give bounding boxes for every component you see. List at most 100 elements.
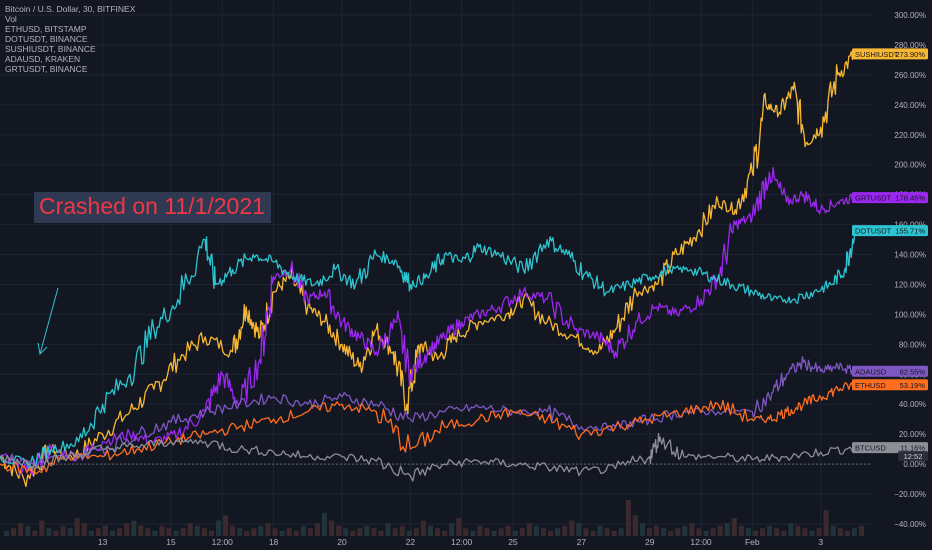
volume-bar-29 [208, 530, 214, 536]
volume-bar-33 [237, 528, 243, 536]
legend-item-grt[interactable]: GRTUSDT, BINANCE [5, 64, 88, 74]
volume-bar-61 [435, 528, 441, 536]
volume-bar-28 [201, 528, 207, 536]
legend-item-sushi[interactable]: SUSHIUSDT, BINANCE [5, 44, 96, 54]
volume-bar-11 [81, 523, 87, 536]
y-tick-label: −40.00% [894, 520, 926, 529]
volume-bar-117 [830, 525, 836, 536]
volume-bar-110 [781, 530, 787, 536]
legend-item-ada[interactable]: ADAUSD, KRAKEN [5, 54, 81, 64]
volume-bar-91 [646, 528, 653, 536]
y-tick-label: 280.00% [894, 41, 926, 50]
volume-bar-32 [230, 525, 236, 536]
volume-bar-65 [463, 528, 469, 536]
volume-bar-42 [300, 525, 306, 536]
value-label-btcusd: BTCUSD 11.16% [852, 442, 928, 454]
volume-bar-74 [526, 523, 532, 536]
volume-bar-98 [696, 528, 702, 536]
volume-bar-113 [802, 528, 808, 536]
volume-bar-106 [752, 530, 759, 536]
volume-bar-67 [477, 525, 483, 536]
volume-bar-105 [745, 528, 751, 536]
series-value-text: 178.46% [895, 194, 925, 203]
x-tick-label: 29 [645, 537, 655, 547]
volume-bar-46 [329, 520, 335, 536]
volume-bar-18 [131, 520, 137, 536]
series-name-text: SUSHIUSDT [855, 50, 899, 59]
value-label-dotusdt: DOTUSDT 155.71% [852, 225, 928, 237]
volume-bar-30 [215, 520, 222, 536]
volume-bar-99 [703, 530, 709, 536]
legend-item-btc[interactable]: Bitcoin / U.S. Dollar, 30, BITFINEX [5, 4, 136, 14]
volume-bar-48 [343, 528, 349, 536]
volume-bar-7 [53, 530, 59, 536]
series-value-text: 53.19% [900, 381, 926, 390]
y-tick-label: 140.00% [894, 251, 926, 260]
volume-bar-50 [357, 528, 363, 536]
crash-annotation[interactable]: Crashed on 11/1/2021 [34, 192, 271, 223]
volume-bar-39 [279, 530, 285, 536]
series-line-adausd[interactable] [0, 356, 856, 469]
volume-bar-121 [858, 525, 864, 536]
volume-bar-31 [223, 515, 229, 536]
volume-bar-2 [18, 523, 24, 536]
volume-bar-108 [767, 525, 773, 536]
volume-bar-82 [583, 528, 589, 536]
volume-bar-3 [25, 525, 31, 536]
x-tick-label: 12:00 [212, 537, 234, 547]
volume-bar-104 [738, 525, 744, 536]
value-label-ethusd: ETHUSD 53.19% [852, 379, 928, 391]
series-line-ethusd[interactable] [0, 382, 856, 475]
y-tick-label: 300.00% [894, 11, 926, 20]
x-tick-label: 20 [337, 537, 347, 547]
legend-item-eth[interactable]: ETHUSD, BITSTAMP [5, 24, 87, 34]
volume-bar-109 [774, 528, 780, 536]
y-tick-label: 20.00% [899, 430, 926, 439]
volume-bar-25 [180, 528, 186, 536]
y-tick-label: −20.00% [894, 490, 926, 499]
volume-bar-34 [244, 530, 250, 536]
volume-bar-120 [851, 528, 857, 536]
volume-bar-87 [618, 528, 624, 536]
y-tick-label: 0.00% [903, 460, 926, 469]
y-tick-label: 240.00% [894, 101, 926, 110]
volume-bar-103 [731, 518, 737, 536]
volume-bar-73 [519, 528, 525, 536]
volume-bar-20 [145, 528, 151, 536]
legend-item-vol[interactable]: Vol [5, 14, 17, 24]
y-tick-label: 220.00% [894, 131, 926, 140]
volume-bar-76 [540, 528, 547, 536]
volume-bar-8 [60, 525, 66, 536]
volume-bar-13 [95, 528, 101, 536]
series-line-sushiusdt[interactable] [0, 51, 856, 488]
series-line-dotusdt[interactable] [0, 230, 856, 471]
volume-bar-93 [661, 528, 667, 536]
volume-bar-47 [336, 525, 342, 536]
series-name-text: GRTUSDT [855, 194, 892, 203]
volume-bar-56 [399, 525, 405, 536]
volume-bar-40 [286, 528, 292, 536]
volume-bar-97 [689, 523, 695, 536]
baseline-label: 12:52 [898, 451, 928, 462]
volume-bar-19 [138, 525, 144, 536]
series-value-text: 11.16% [900, 444, 925, 453]
series-name-text: BTCUSD [855, 444, 886, 453]
volume-bar-1 [11, 528, 17, 536]
x-tick-label: 22 [406, 537, 416, 547]
volume-bar-44 [314, 523, 320, 536]
volume-bar-53 [378, 530, 384, 536]
volume-bar-27 [194, 525, 200, 536]
series-line-btcusd[interactable] [0, 432, 856, 482]
volume-bar-72 [512, 530, 518, 536]
volume-bar-36 [258, 525, 264, 536]
volume-bar-37 [265, 523, 271, 536]
y-tick-label: 200.00% [894, 161, 926, 170]
volume-bar-86 [611, 530, 617, 536]
volume-bar-92 [654, 525, 660, 536]
y-tick-label: 120.00% [894, 280, 926, 289]
x-tick-label: 25 [508, 537, 518, 547]
series-name-text: ETHUSD [855, 381, 886, 390]
legend-item-dot[interactable]: DOTUSDT, BINANCE [5, 34, 88, 44]
